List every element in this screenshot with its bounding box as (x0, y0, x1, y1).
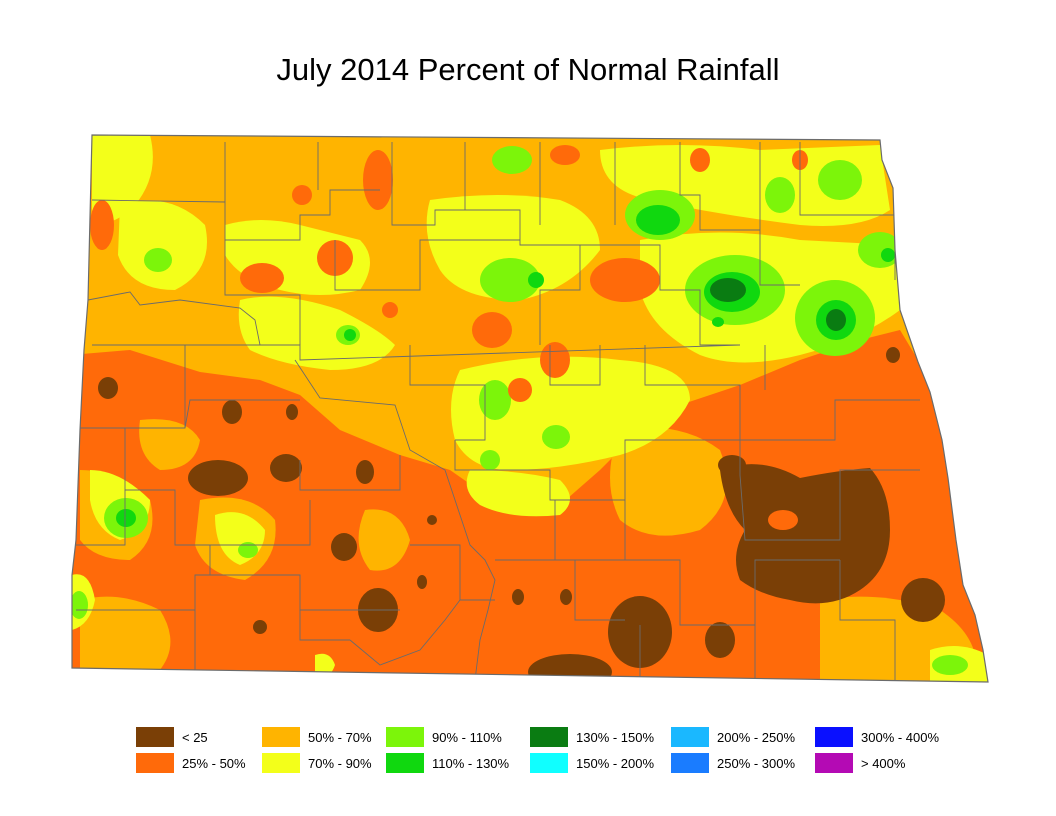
legend-swatch (262, 727, 300, 747)
legend-label: 130% - 150% (576, 730, 654, 745)
legend-label: 300% - 400% (861, 730, 939, 745)
legend-swatch (136, 753, 174, 773)
legend-swatch (671, 727, 709, 747)
legend-swatch (136, 727, 174, 747)
legend-swatch (815, 753, 853, 773)
legend-label: > 400% (861, 756, 906, 771)
legend-label: 70% - 90% (308, 756, 372, 771)
legend-label: 25% - 50% (182, 756, 246, 771)
legend-label: 50% - 70% (308, 730, 372, 745)
legend-swatch (530, 753, 568, 773)
legend-label: < 25 (182, 730, 208, 745)
legend-label: 150% - 200% (576, 756, 654, 771)
legend-swatch (671, 753, 709, 773)
legend-label: 200% - 250% (717, 730, 795, 745)
legend-swatch (815, 727, 853, 747)
legend-swatch (386, 753, 424, 773)
legend-swatch (530, 727, 568, 747)
legend-label: 110% - 130% (432, 756, 510, 771)
legend-label: 250% - 300% (717, 756, 795, 771)
legend-swatch (386, 727, 424, 747)
legend-swatch (262, 753, 300, 773)
legend-label: 90% - 110% (432, 730, 502, 745)
